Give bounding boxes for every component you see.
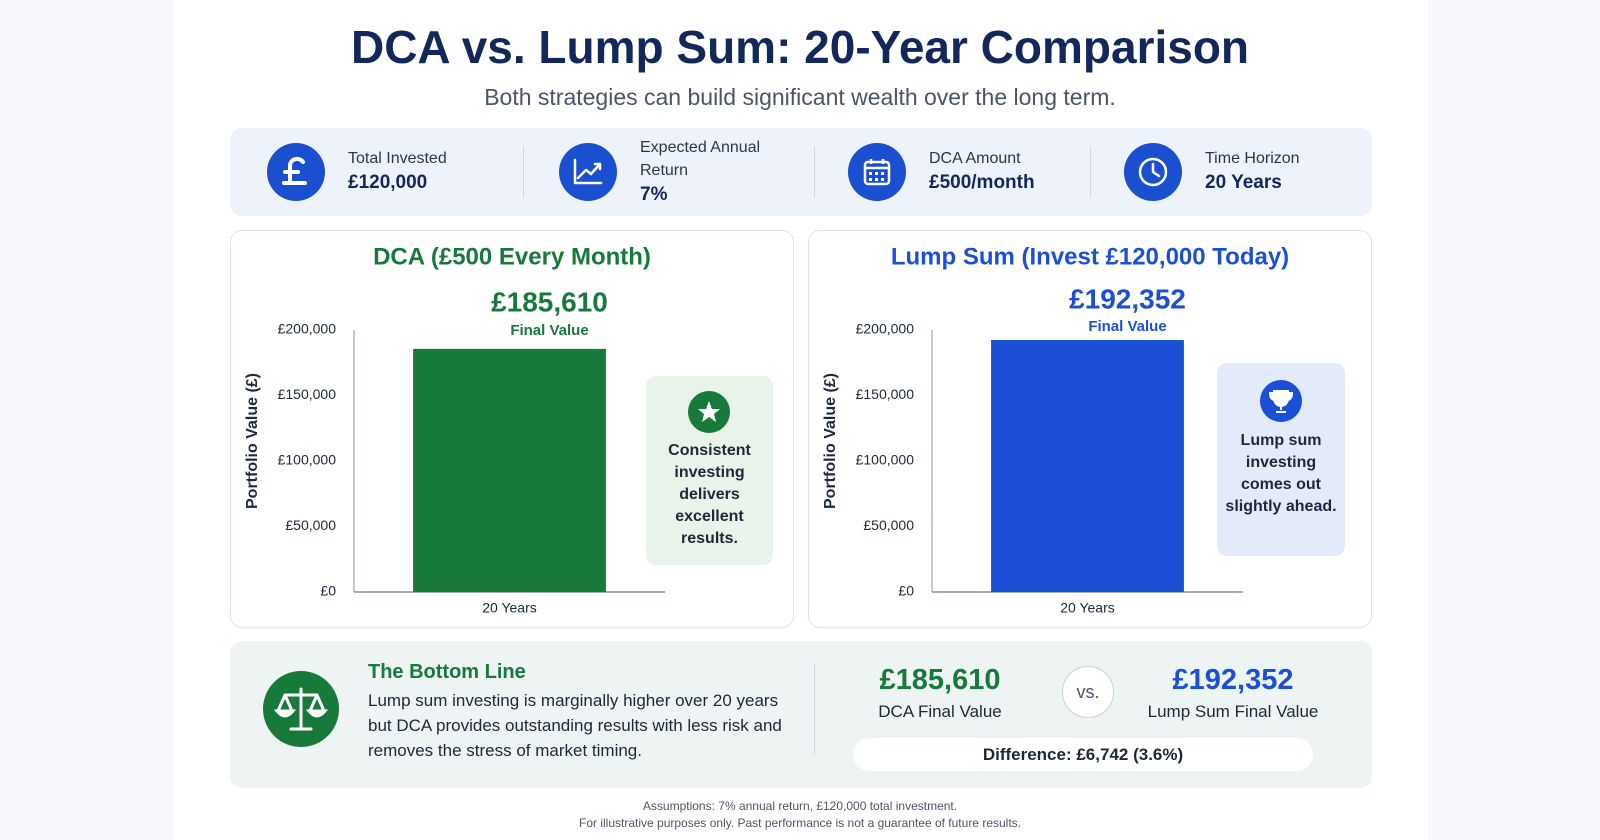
pound-icon [267, 143, 325, 201]
vs-badge: vs. [1062, 666, 1114, 718]
stat-value: £120,000 [348, 172, 428, 193]
dca-label: DCA Final Value [878, 702, 1002, 721]
footer-note: Assumptions: 7% annual return, £120,000 … [642, 799, 958, 813]
stat: Expected Annual Return 7% [640, 136, 790, 208]
bar [991, 340, 1184, 592]
difference: Difference: £6,742 (3.6%) [853, 738, 1313, 771]
note-box: Lump sum investing comes out slightly ah… [1217, 363, 1345, 556]
chart-title: Lump Sum (Invest £120,000 Today) [891, 243, 1289, 270]
chart: DCA (£500 Every Month) Portfolio Value (£… [244, 243, 665, 616]
bottom-line-text: Lump sum investing is marginally higher … [368, 691, 782, 760]
value-label: £192,352 [1069, 283, 1186, 314]
dca-value: £185,610 [879, 664, 1001, 696]
calendar-icon [848, 143, 906, 201]
chart-card: Lump Sum (Invest £120,000 Today) Portfoli… [808, 230, 1372, 628]
y-axis-label: Portfolio Value (£) [822, 373, 839, 509]
stat: Time Horizon 20 Years [1205, 147, 1355, 196]
footer-note: For illustrative purposes only. Past per… [579, 816, 1021, 830]
stat-value: 20 Years [1205, 172, 1282, 193]
stat: DCA Amount £500/month [929, 147, 1079, 196]
scales-icon [263, 671, 339, 747]
divider [1090, 146, 1091, 198]
bottom-line-panel: The Bottom Line Lump sum investing is ma… [230, 641, 1372, 788]
stat-label: Time Horizon [1205, 150, 1300, 167]
divider [814, 663, 815, 755]
note-text: Lump sum investing comes out slightly ah… [1225, 432, 1337, 515]
y-tick-label: £100,000 [278, 452, 337, 468]
value-caption: Final Value [1088, 318, 1166, 335]
y-tick-label: £200,000 [856, 321, 915, 337]
stat-value: £500/month [929, 172, 1035, 193]
lump-value: £192,352 [1172, 664, 1294, 696]
y-tick-label: £0 [320, 583, 336, 599]
y-tick-label: £0 [898, 583, 914, 599]
y-tick-label: £150,000 [278, 386, 337, 402]
bottom-line-title: The Bottom Line [368, 661, 526, 683]
y-tick-label: £100,000 [856, 452, 915, 468]
y-tick-label: £50,000 [285, 517, 336, 533]
clock-icon [1124, 143, 1182, 201]
value-label: £185,610 [491, 286, 608, 317]
note-text: Consistent investing delivers excellent … [668, 442, 751, 547]
stat-label: Total Invested [348, 150, 447, 167]
value-caption: Final Value [510, 322, 588, 339]
y-tick-label: £150,000 [856, 386, 915, 402]
divider [523, 146, 524, 198]
x-tick-label: 20 Years [1060, 600, 1115, 616]
note-box: Consistent investing delivers excellent … [646, 376, 773, 565]
chart-card: DCA (£500 Every Month) Portfolio Value (£… [230, 230, 794, 628]
stats-bar: Total Invested £120,000 Expected Annual R… [230, 128, 1372, 216]
chart-icon [559, 143, 617, 201]
y-axis-label: Portfolio Value (£) [244, 373, 261, 509]
chart-title: DCA (£500 Every Month) [373, 243, 651, 270]
bar [413, 348, 606, 592]
page-subtitle: Both strategies can build significant we… [484, 84, 1116, 110]
lump-label: Lump Sum Final Value [1147, 702, 1319, 721]
stat-label: DCA Amount [929, 150, 1021, 167]
stat-label: Expected Annual Return [640, 139, 761, 179]
page-title: DCA vs. Lump Sum: 20-Year Comparison [350, 21, 1250, 73]
stat: Total Invested £120,000 [348, 147, 498, 196]
divider [814, 146, 815, 198]
trophy-icon [1260, 380, 1302, 422]
chart: Lump Sum (Invest £120,000 Today) Portfoli… [822, 243, 1289, 616]
stat-value: 7% [640, 184, 668, 205]
y-tick-label: £200,000 [278, 321, 337, 337]
star-icon [688, 391, 730, 433]
y-tick-label: £50,000 [863, 517, 914, 533]
x-tick-label: 20 Years [482, 600, 537, 616]
